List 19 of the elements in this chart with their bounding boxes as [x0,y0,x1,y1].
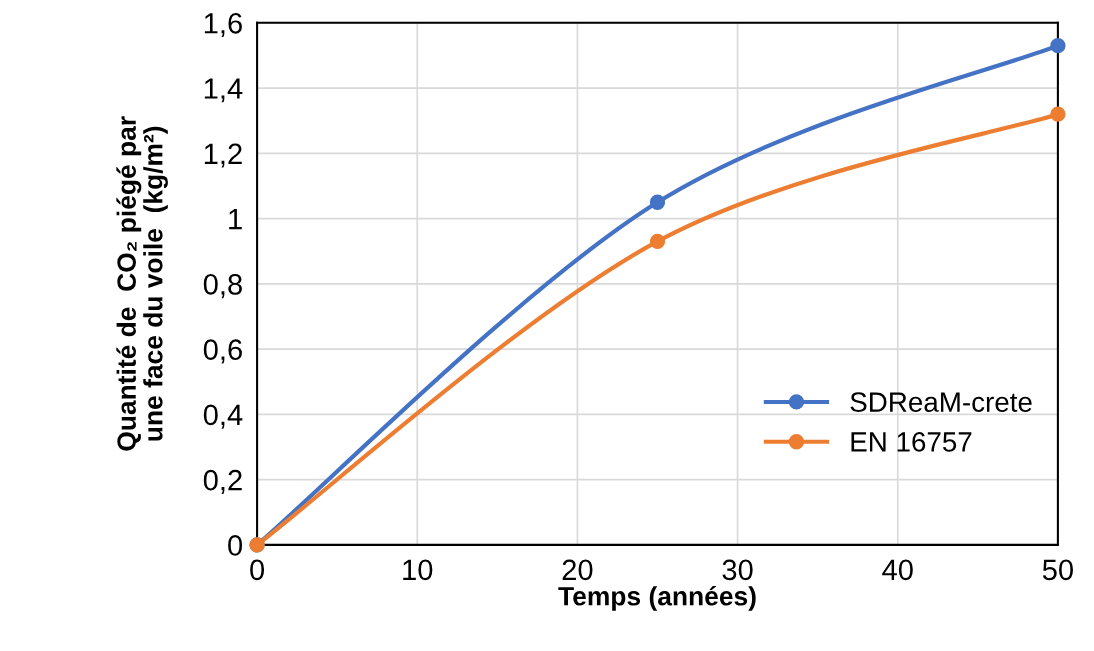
x-tick-label: 20 [562,559,593,581]
y-tick-label: 0 [228,535,243,556]
x-tick-label: 40 [882,559,913,581]
y-tick-label: 0,2 [203,469,242,494]
x-tick-label: 10 [403,559,433,581]
y-tick-label: 1,6 [204,12,242,38]
x-tick-label: 50 [1042,559,1073,581]
legend-label: EN 16757 [851,432,972,452]
y-tick-label: 0,4 [203,404,243,429]
y-tick-label: 1 [229,209,242,230]
y-tick-label: 0,8 [203,274,242,299]
y-tick-label: 1,2 [204,143,242,168]
legend-label: SDReaM-crete [850,392,1032,412]
x-axis-title: Temps (années) [558,585,756,611]
y-tick-label: 0,6 [203,339,242,364]
y-axis-title: Quantité de CO₂ piégé par une face du voile (kg/m²) [116,116,168,451]
y-tick-label: 1,4 [204,78,243,103]
x-tick-label: 0 [250,559,265,581]
x-tick-label: 30 [722,559,753,581]
